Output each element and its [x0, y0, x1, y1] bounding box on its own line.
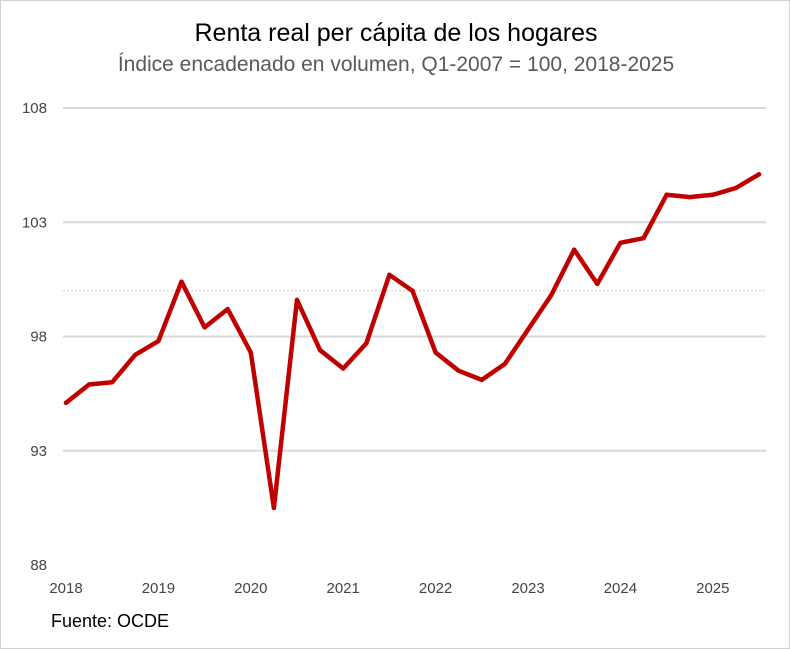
data-point	[710, 192, 715, 198]
data-point	[294, 297, 300, 303]
data-point	[179, 279, 184, 284]
data-point	[341, 366, 346, 371]
data-point	[271, 505, 277, 511]
data-point	[410, 288, 415, 293]
data-point	[63, 400, 69, 405]
data-point	[502, 361, 508, 367]
source-note: Fuente: OCDE	[51, 611, 170, 631]
chart-title: Renta real per cápita de los hogares	[194, 19, 598, 47]
data-point	[433, 350, 438, 355]
data-point	[641, 236, 646, 241]
y-tick-label: 88	[30, 557, 47, 574]
x-tick-label: 2018	[49, 580, 82, 597]
y-tick-label: 93	[30, 443, 47, 460]
x-tick-label: 2021	[327, 580, 360, 597]
x-tick-label: 2023	[511, 580, 544, 597]
data-point	[248, 350, 253, 355]
data-point	[595, 281, 600, 287]
y-tick-label: 103	[22, 214, 47, 231]
data-point	[456, 368, 461, 373]
series-line	[63, 172, 762, 511]
data-point	[225, 306, 230, 312]
x-tick-label: 2020	[234, 580, 267, 597]
data-point	[202, 325, 207, 330]
data-point	[733, 185, 739, 191]
data-point	[156, 338, 161, 344]
data-point	[572, 247, 577, 252]
y-tick-label: 98	[30, 329, 47, 346]
chart-subtitle: Índice encadenado en volumen, Q1-2007 = …	[117, 53, 675, 76]
data-point	[133, 352, 138, 357]
data-point	[317, 348, 323, 353]
data-point	[364, 341, 369, 346]
data-point	[548, 293, 554, 298]
data-point	[756, 172, 762, 177]
data-point	[387, 272, 392, 278]
y-tick-label: 108	[22, 100, 47, 117]
data-point	[479, 377, 484, 383]
x-tick-label: 2022	[419, 580, 452, 597]
x-tick-label: 2019	[142, 580, 175, 597]
data-point	[687, 194, 692, 200]
x-tick-label: 2025	[696, 580, 729, 597]
data-point	[525, 327, 531, 332]
x-tick-label: 2024	[604, 580, 637, 597]
data-point	[664, 192, 669, 198]
data-point	[618, 240, 623, 246]
data-point	[110, 380, 115, 385]
data-point	[86, 382, 92, 387]
